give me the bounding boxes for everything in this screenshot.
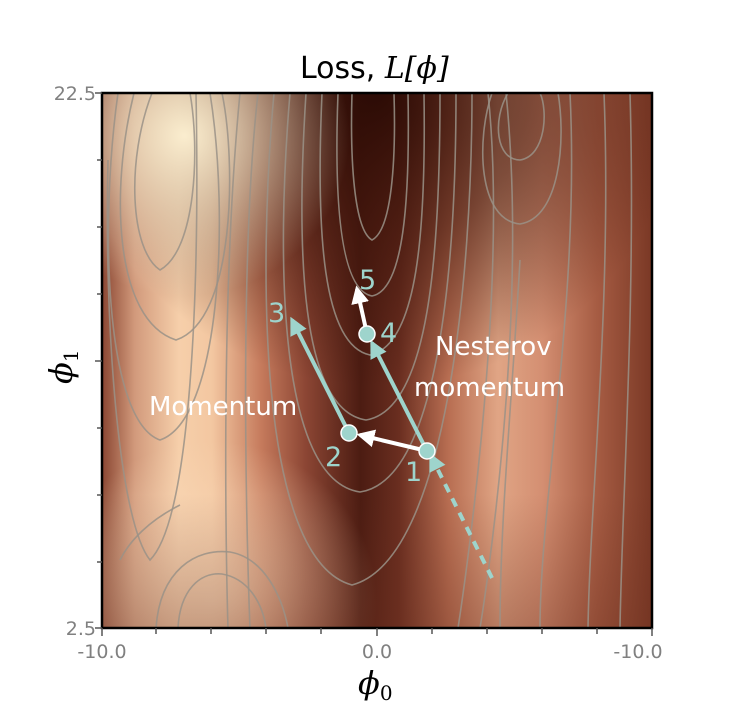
y-axis-label: ϕ1 [42, 349, 83, 384]
momentum-annotation: Momentum [149, 392, 297, 422]
axis-ticks [95, 92, 653, 636]
point-label-4: 4 [380, 318, 397, 349]
point-4-marker [358, 325, 376, 343]
momentum-step-2-3 [290, 316, 351, 434]
point-1-marker [418, 442, 436, 460]
y-tick-label-bottom: 2.5 [66, 618, 96, 640]
y-axis-subscript: 1 [59, 349, 83, 362]
nesterov-annotation-line2: momentum [414, 373, 565, 403]
optimization-paths [290, 285, 494, 579]
y-axis-symbol: ϕ [42, 362, 80, 384]
x-axis-label: ϕ0 [358, 664, 393, 705]
x-axis-symbol: ϕ [358, 664, 380, 702]
chart-title: Loss, L[ϕ] [300, 51, 449, 86]
x-tick-label-center: 0.0 [362, 641, 392, 663]
y-tick-label-top: 22.5 [54, 83, 96, 105]
point-label-3: 3 [268, 298, 285, 329]
x-tick-label-left: -10.0 [77, 641, 126, 663]
chart-title-math: L[ϕ] [384, 51, 449, 86]
loss-heatmap [102, 93, 652, 628]
point-label-5: 5 [359, 265, 376, 296]
nesterov-annotation-line1: Nesterov [435, 332, 552, 362]
point-label-2: 2 [325, 442, 342, 473]
x-axis-subscript: 0 [380, 681, 393, 705]
point-2-marker [340, 424, 358, 442]
momentum-step-1-2 [356, 429, 428, 453]
point-label-1: 1 [405, 457, 422, 488]
x-tick-label-right: -10.0 [613, 641, 662, 663]
nesterov-step-1-4 [370, 339, 429, 452]
nesterov-dashed-lookahead [429, 452, 494, 579]
contour-lines [106, 93, 633, 628]
chart-title-text: Loss, [300, 51, 385, 86]
